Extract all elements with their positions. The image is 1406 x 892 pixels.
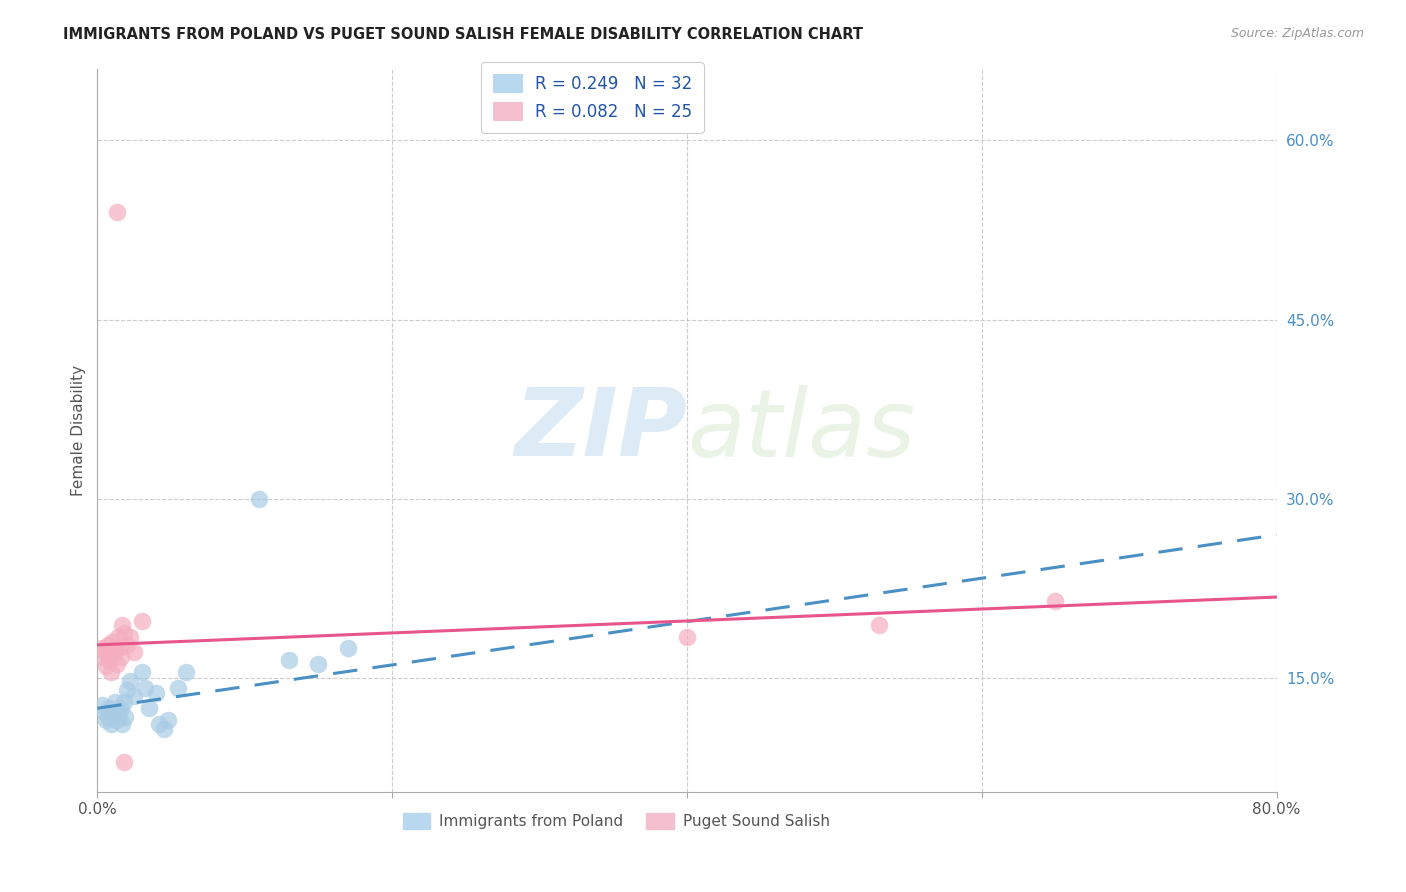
Point — [98, 701, 121, 715]
Point — [110, 649, 132, 664]
Point — [101, 635, 124, 649]
Point — [108, 641, 131, 656]
Point — [111, 716, 134, 731]
Point — [105, 205, 128, 219]
Point — [118, 673, 141, 688]
Point — [115, 683, 138, 698]
Point — [336, 641, 359, 656]
Point — [96, 713, 118, 727]
Point — [91, 649, 114, 664]
Point — [145, 686, 167, 700]
Point — [118, 630, 141, 644]
Point — [104, 695, 127, 709]
Point — [112, 695, 135, 709]
Point — [157, 713, 180, 727]
Point — [134, 681, 156, 695]
Point — [122, 645, 145, 659]
Y-axis label: Female Disability: Female Disability — [72, 365, 86, 496]
Point — [103, 648, 125, 662]
Point — [131, 665, 153, 680]
Point — [104, 641, 127, 656]
Point — [105, 657, 128, 671]
Point — [114, 709, 136, 723]
Point — [307, 657, 329, 671]
Point — [174, 665, 197, 680]
Point — [138, 701, 160, 715]
Point — [131, 614, 153, 628]
Point — [868, 617, 890, 632]
Text: ZIP: ZIP — [515, 384, 688, 476]
Point — [105, 713, 128, 727]
Point — [98, 653, 121, 667]
Point — [278, 653, 301, 667]
Point — [93, 645, 115, 659]
Point — [96, 659, 118, 673]
Point — [90, 698, 112, 712]
Point — [115, 638, 138, 652]
Point — [90, 641, 112, 656]
Point — [100, 716, 122, 731]
Point — [676, 630, 699, 644]
Point — [111, 617, 134, 632]
Point — [101, 707, 124, 722]
Text: IMMIGRANTS FROM POLAND VS PUGET SOUND SALISH FEMALE DISABILITY CORRELATION CHART: IMMIGRANTS FROM POLAND VS PUGET SOUND SA… — [63, 27, 863, 42]
Point — [1045, 593, 1067, 607]
Point — [152, 722, 174, 736]
Point — [97, 709, 120, 723]
Point — [249, 491, 271, 506]
Point — [108, 709, 131, 723]
Point — [122, 690, 145, 704]
Legend: Immigrants from Poland, Puget Sound Salish: Immigrants from Poland, Puget Sound Sali… — [396, 806, 837, 835]
Point — [103, 711, 125, 725]
Point — [93, 705, 115, 719]
Point — [97, 638, 120, 652]
Point — [112, 626, 135, 640]
Point — [100, 665, 122, 680]
Point — [148, 716, 170, 731]
Text: atlas: atlas — [688, 384, 915, 475]
Point — [110, 701, 132, 715]
Point — [167, 681, 190, 695]
Point — [107, 630, 129, 644]
Point — [112, 755, 135, 769]
Point — [107, 705, 129, 719]
Text: Source: ZipAtlas.com: Source: ZipAtlas.com — [1230, 27, 1364, 40]
